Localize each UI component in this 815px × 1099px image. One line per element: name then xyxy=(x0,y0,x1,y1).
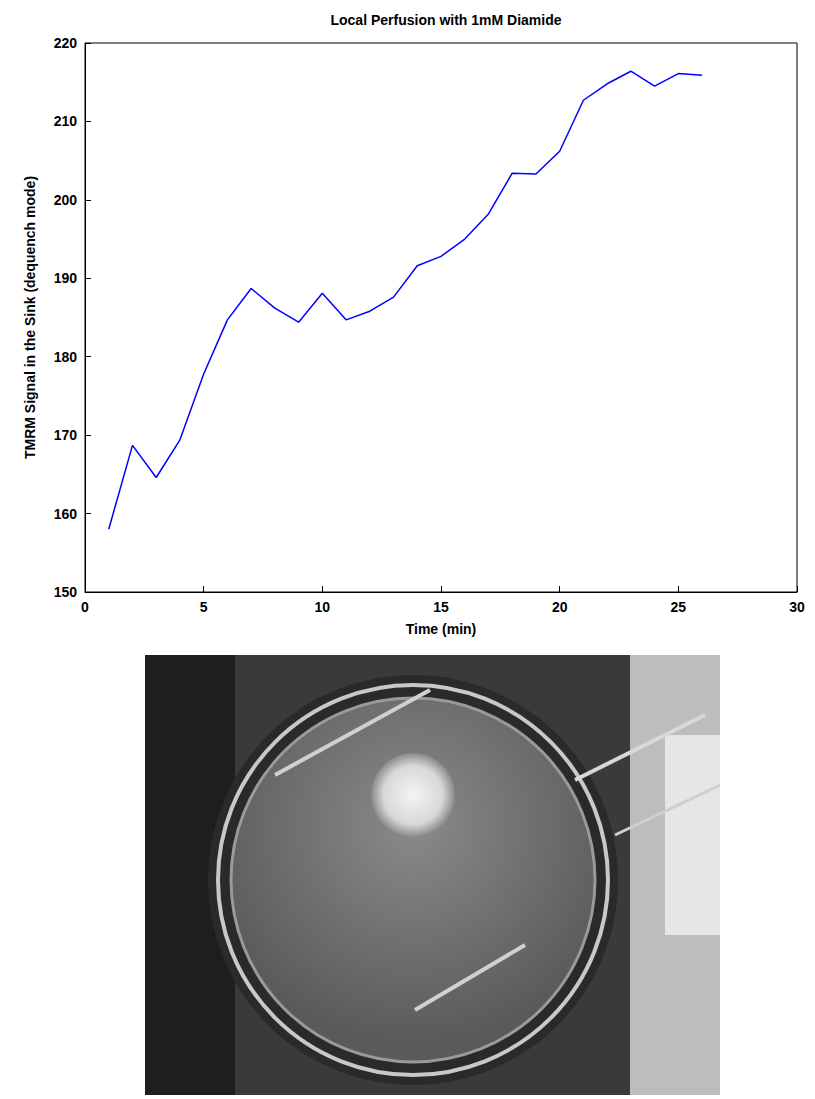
svg-text:5: 5 xyxy=(200,599,208,615)
svg-text:150: 150 xyxy=(54,584,78,600)
svg-text:160: 160 xyxy=(54,506,78,522)
svg-text:180: 180 xyxy=(54,349,78,365)
svg-text:15: 15 xyxy=(433,599,449,615)
svg-text:220: 220 xyxy=(54,35,78,51)
svg-text:190: 190 xyxy=(54,270,78,286)
svg-text:20: 20 xyxy=(552,599,568,615)
svg-text:Local Perfusion with 1mM Diami: Local Perfusion with 1mM Diamide xyxy=(330,12,561,28)
svg-text:200: 200 xyxy=(54,192,78,208)
svg-text:210: 210 xyxy=(54,113,78,129)
svg-text:TMRM Signal in the Sink (deque: TMRM Signal in the Sink (dequench mode) xyxy=(22,176,38,459)
svg-text:30: 30 xyxy=(789,599,805,615)
svg-text:170: 170 xyxy=(54,427,78,443)
svg-text:Time (min): Time (min) xyxy=(406,621,477,637)
svg-text:10: 10 xyxy=(315,599,331,615)
svg-text:0: 0 xyxy=(81,599,89,615)
svg-text:25: 25 xyxy=(671,599,687,615)
